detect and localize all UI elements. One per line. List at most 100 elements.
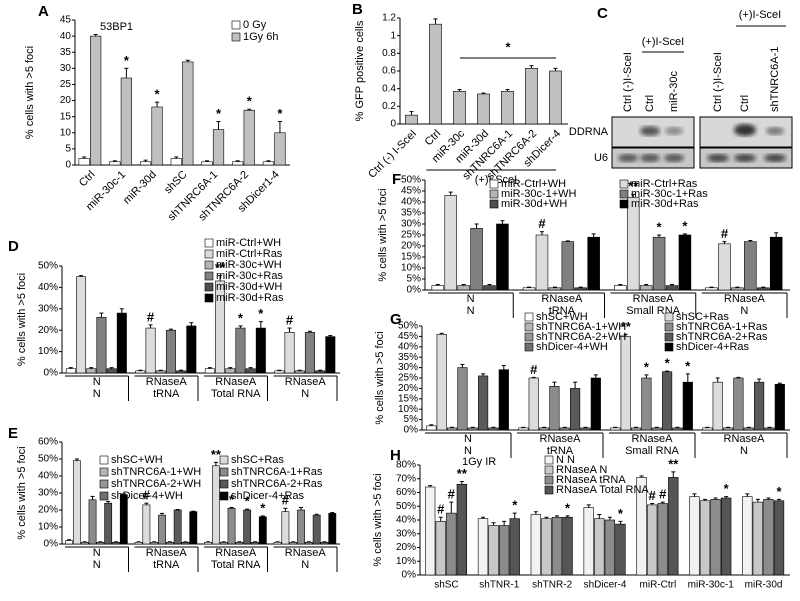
bar	[657, 503, 668, 576]
bar	[245, 368, 256, 374]
y-axis-label: % cells with >5 foci	[377, 188, 389, 281]
y-tick-label: 10%	[38, 346, 58, 357]
bar	[227, 507, 236, 545]
y-tick-label: 40%	[38, 282, 58, 293]
bar	[86, 368, 97, 374]
legend-swatch	[231, 20, 241, 30]
legend-label: RNaseA Total RNA	[556, 484, 649, 496]
legend-swatch	[524, 342, 534, 352]
bar	[158, 514, 166, 545]
bar	[710, 499, 721, 576]
significance-marker: #	[437, 502, 445, 517]
significance-marker: #	[659, 487, 667, 502]
y-tick-label: 0%	[407, 285, 422, 296]
blot-panel: C DDRNA U6 Ctrl (-)I-SceI Ctrl miR-30c (…	[569, 5, 793, 169]
bar	[273, 541, 282, 545]
legend-label: 1Gy 6h	[243, 31, 278, 43]
legend-label: RNaseA N	[556, 464, 607, 476]
legend-swatch	[204, 293, 214, 303]
significance-marker: **	[621, 319, 632, 334]
y-tick-label: 25%	[398, 373, 418, 384]
significance-marker: #	[448, 487, 456, 502]
bar	[151, 106, 163, 166]
legend-label: 0 Gy	[243, 19, 267, 31]
legend-label: shTNRC6A-2+WH	[536, 331, 626, 343]
bar	[488, 427, 499, 431]
y-tick-label: 30%	[401, 219, 421, 230]
legend-label: miR-30c+WH	[216, 259, 282, 271]
bar	[235, 327, 246, 374]
y-tick-label: 0.4	[382, 83, 396, 94]
legend-swatch	[219, 491, 229, 501]
bar	[752, 501, 764, 576]
bar	[561, 241, 575, 291]
legend-label: miR-Ctrl+WH	[216, 237, 281, 249]
bar	[289, 541, 298, 545]
panel-label: A	[38, 3, 49, 20]
y-tick-label: 40	[60, 31, 72, 42]
bar	[774, 383, 785, 431]
panel-label: E	[8, 425, 18, 442]
legend-label: shTNRC6A-2+Ras	[676, 331, 768, 343]
bar	[528, 377, 539, 431]
bar	[590, 377, 601, 431]
x-tick-label: Total RNA	[211, 559, 261, 571]
significance-marker: #	[649, 488, 657, 503]
bar	[773, 500, 785, 576]
bar	[426, 425, 437, 431]
significance-marker: *	[644, 359, 650, 374]
y-tick-label: 80%	[396, 460, 416, 471]
bar	[274, 132, 286, 166]
significance-marker: *	[245, 494, 251, 509]
x-tick-label: RNaseA	[146, 376, 188, 388]
panel-label: F	[392, 171, 401, 188]
legend-label: miR-30d+Ras	[216, 292, 284, 304]
bar	[501, 91, 514, 125]
bar	[294, 370, 305, 374]
bar	[457, 285, 470, 291]
bar	[435, 521, 446, 576]
legend-label: miR-Ctrl+WH	[501, 178, 566, 190]
x-tick-label: N	[93, 547, 101, 559]
bar	[559, 427, 570, 431]
legend-swatch	[544, 455, 554, 465]
legend-swatch	[664, 322, 674, 332]
y-tick-label: 20%	[38, 325, 58, 336]
legend-label: miR-Ctrl+Ras	[216, 248, 283, 260]
x-tick-label: miR-30d	[745, 580, 783, 591]
bar	[651, 427, 662, 431]
bar	[731, 287, 744, 291]
x-tick-label: tRNA	[547, 445, 574, 457]
x-tick-label: RNaseA	[540, 433, 582, 445]
legend-swatch	[489, 199, 499, 209]
y-tick-label: 0%	[44, 368, 59, 379]
bar	[467, 427, 478, 431]
bar	[551, 516, 563, 576]
y-tick-label: 40%	[38, 471, 58, 482]
y-tick-label: 40%	[398, 341, 418, 352]
bar	[189, 511, 198, 545]
y-axis-label: % cells with >5 foci	[16, 446, 28, 539]
legend-swatch	[524, 312, 534, 322]
bar	[142, 504, 151, 545]
significance-marker: *	[657, 219, 663, 234]
significance-marker: #	[721, 226, 729, 241]
x-tick-label: RNaseA	[146, 547, 188, 559]
bar	[754, 381, 765, 431]
bar	[212, 129, 225, 166]
bar	[186, 325, 197, 374]
bar	[119, 494, 128, 545]
legend-swatch	[489, 189, 499, 199]
legend-swatch	[544, 465, 554, 475]
significance-marker: *	[258, 306, 264, 321]
significance-marker: *	[776, 484, 782, 499]
significance-marker: *	[229, 492, 235, 507]
band	[640, 154, 660, 162]
bar	[769, 236, 783, 291]
y-tick-label: 60%	[38, 437, 58, 448]
bar	[457, 367, 468, 431]
significance-marker: *	[618, 506, 624, 521]
x-tick-label: N	[93, 388, 101, 400]
legend-swatch	[544, 485, 554, 495]
